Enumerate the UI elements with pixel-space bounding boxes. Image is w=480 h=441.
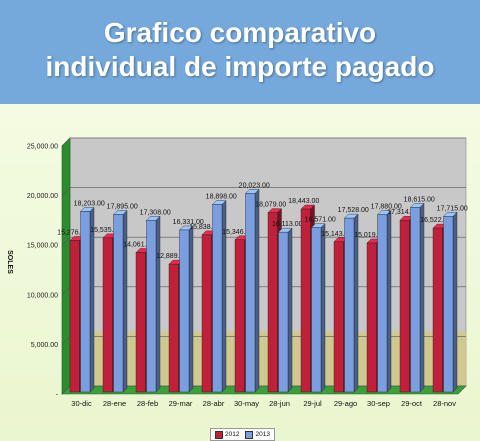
data-label: 18,615.00 [404,196,435,203]
data-label: 15,019.00 [354,232,385,239]
bar-side [188,225,194,393]
bar-2013-28-abr [212,204,223,393]
bar-2013-28-jun [278,231,289,393]
gridline [61,137,466,147]
x-tick-label: 29-jul [303,399,322,408]
bar-2012-29-mar [168,263,179,393]
data-label: 16,113.00 [272,221,303,228]
bar-side [320,223,326,393]
bar-2012-28-jun [267,212,278,393]
data-label: 16,522.00 [420,217,451,224]
bar-2013-29-jul [311,227,322,393]
plot-side-wall [61,137,71,395]
data-label: 12,889.00 [156,253,187,260]
bar-side [287,227,293,393]
y-tick-label: 25,000.00 [27,144,58,151]
bar-2012-28-feb [135,252,146,393]
bar-2012-30-sep [366,242,377,393]
legend-swatch-2013 [245,430,254,439]
bar-side [155,215,161,393]
data-label: 17,715.00 [437,205,468,212]
data-label: 20,023.00 [239,182,270,189]
bar-side [386,210,392,393]
x-tick-label: 28-feb [137,399,158,408]
x-tick-label: 29-oct [401,399,423,408]
data-label: 17,895.00 [107,203,138,210]
gridline [61,187,466,196]
x-tick-label: 29-ago [334,399,357,408]
bar-2012-29-ago [333,241,344,393]
bar-2012-28-ene [102,237,113,393]
title-banner: Grafico comparativo individual de import… [0,0,480,104]
bar-side [419,202,425,393]
bar-side [254,188,260,393]
bar-2012-30-dic [69,240,80,393]
legend-label-2013: 2013 [255,431,270,438]
bar-side [122,209,128,393]
legend-label-2012: 2012 [225,431,240,438]
bar-2012-28-abr [201,234,212,393]
bar-2013-29-ago [344,217,355,393]
chart-title-line-2: individual de importe pagado [45,51,435,82]
data-label: 17,528.00 [338,207,369,214]
bar-2013-30-may [245,193,256,393]
y-tick-label: 5,000.00 [31,342,58,349]
x-tick-label: 28-nov [433,399,456,408]
bar-2013-29-oct [410,207,421,393]
bar-side [89,206,95,393]
x-tick-label: 28-abr [203,399,225,408]
data-label: 15,535.00 [90,227,121,234]
bar-2013-28-ene [113,214,124,393]
legend-item-2012: 2012 [215,430,240,439]
data-label: 16,331.00 [173,219,204,226]
chart-title-line-1: Grafico comparativo [103,17,377,48]
legend-item-2013: 2013 [245,430,270,439]
x-tick-label: 28-ene [103,399,126,408]
data-label: 15,838.00 [189,224,220,231]
data-label: 15,143.00 [321,231,352,238]
bar-2013-30-dic [80,211,91,393]
bar-2013-29-mar [179,229,190,393]
chart-legend: 2012 2013 [210,428,275,441]
y-tick-label: 15,000.00 [27,243,58,250]
x-tick-label: 28-jun [269,399,290,408]
bar-side [452,211,458,393]
data-label: 18,443.00 [288,198,319,205]
data-label: 18,203.00 [74,200,105,207]
x-tick-label: 29-mar [169,399,193,408]
bar-2012-29-jul [300,208,311,393]
bar-2012-30-may [234,239,245,393]
x-tick-label: 30-may [234,399,259,408]
bar-side [353,213,359,393]
bar-2013-28-feb [146,220,157,393]
data-label: 15,276.00 [57,229,88,236]
x-tick-label: 30-dic [71,399,92,408]
data-label: 17,314.00 [387,209,418,216]
data-label: 16,571.00 [305,217,336,224]
data-label: 15,346.00 [222,229,253,236]
y-axis-label: SOLES [6,250,13,274]
data-label: 14,061.00 [123,242,154,249]
data-label: 17,880.00 [371,204,402,211]
y-tick-label: 20,000.00 [27,193,58,200]
bar-2013-30-sep [377,214,388,393]
legend-swatch-2012 [215,430,223,439]
gridline [61,236,466,246]
x-tick-label: 30-sep [367,399,390,408]
data-label: 18,079.00 [255,202,286,209]
data-label: 18,898.00 [206,194,237,201]
bar-2012-28-nov [432,227,443,393]
bar-2012-29-oct [399,220,410,393]
y-tick-label: - [56,392,59,399]
y-tick-label: 10,000.00 [27,292,58,299]
data-label: 17,308.00 [140,209,171,216]
bar-2013-28-nov [443,216,454,393]
